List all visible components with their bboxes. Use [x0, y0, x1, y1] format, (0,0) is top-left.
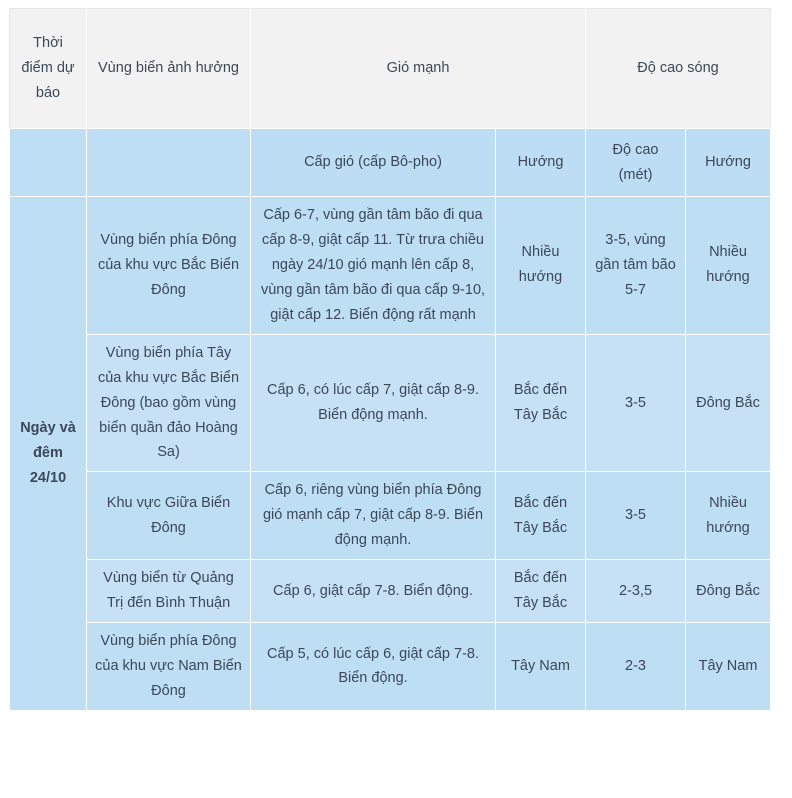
cell-wave-direction: Nhiều hướng — [684, 196, 772, 335]
cell-area: Khu vực Giữa Biển Đông — [86, 471, 251, 561]
header-cell-wave-height-meters: Độ cao (mét) — [585, 128, 686, 197]
header-cell-affected-sea-area: Vùng biển ảnh hưởng — [86, 8, 251, 129]
header-cell-wave-height: Độ cao sóng — [584, 8, 772, 129]
cell-wave-direction: Nhiều hướng — [684, 471, 772, 561]
table-row: Vùng biển phía Tây của khu vực Bắc Biển … — [10, 333, 772, 473]
cell-wind-level: Cấp 6-7, vùng gần tâm bão đi qua cấp 8-9… — [250, 196, 496, 335]
header-cell-spacer-area — [86, 128, 251, 197]
cell-wave-direction: Đông Bắc — [684, 333, 772, 473]
header-cell-forecast-time: Thời điểm dự báo — [9, 8, 87, 129]
cell-area: Vùng biển phía Đông của khu vực Nam Biển… — [86, 622, 251, 711]
cell-wind-level: Cấp 6, giật cấp 7-8. Biển động. — [250, 559, 496, 624]
cell-wave-direction: Tây Nam — [684, 622, 772, 711]
cell-area: Vùng biển phía Đông của khu vực Bắc Biển… — [86, 196, 251, 335]
header-cell-wave-direction: Hướng — [684, 128, 772, 197]
cell-wind-direction: Nhiều hướng — [495, 196, 586, 335]
cell-wave-height: 3-5 — [585, 333, 686, 473]
cell-wave-height: 3-5 — [585, 471, 686, 561]
table-header-row-primary: Thời điểm dự báo Vùng biển ảnh hưởng Gió… — [9, 8, 772, 129]
header-cell-wind-direction: Hướng — [495, 128, 586, 197]
cell-wave-height: 2-3 — [585, 622, 686, 711]
table-header-row-secondary: Cấp gió (cấp Bô-pho) Hướng Độ cao (mét) … — [9, 128, 772, 197]
cell-wind-direction: Bắc đến Tây Bắc — [495, 471, 586, 561]
cell-wind-direction: Tây Nam — [495, 622, 586, 711]
cell-wind-direction: Bắc đến Tây Bắc — [495, 333, 586, 473]
cell-wave-direction: Đông Bắc — [684, 559, 772, 624]
header-cell-strong-wind: Gió mạnh — [250, 8, 586, 129]
cell-wind-level: Cấp 6, có lúc cấp 7, giật cấp 8-9. Biển … — [250, 333, 496, 473]
table-row: Khu vực Giữa Biển Đông Cấp 6, riêng vùng… — [10, 471, 772, 561]
header-cell-wind-scale: Cấp gió (cấp Bô-pho) — [250, 128, 496, 197]
marine-weather-forecast-table: Thời điểm dự báo Vùng biển ảnh hưởng Gió… — [9, 8, 772, 711]
header-cell-spacer-left — [9, 128, 87, 197]
table-row: Vùng biển phía Đông của khu vực Nam Biển… — [10, 622, 772, 711]
cell-area: Vùng biển phía Tây của khu vực Bắc Biển … — [86, 333, 251, 473]
cell-wind-direction: Bắc đến Tây Bắc — [495, 559, 586, 624]
cell-area: Vùng biển từ Quảng Trị đến Bình Thuận — [86, 559, 251, 624]
cell-wave-height: 2-3,5 — [585, 559, 686, 624]
cell-wind-level: Cấp 6, riêng vùng biển phía Đông gió mạn… — [250, 471, 496, 561]
cell-wave-height: 3-5, vùng gần tâm bão 5-7 — [585, 196, 686, 335]
cell-wind-level: Cấp 5, có lúc cấp 6, giật cấp 7-8. Biển … — [250, 622, 496, 711]
table-row: Vùng biển từ Quảng Trị đến Bình Thuận Cấ… — [10, 559, 772, 624]
table-row: Ngày và đêm 24/10 Vùng biển phía Đông củ… — [9, 196, 772, 711]
cell-forecast-period: Ngày và đêm 24/10 — [9, 196, 87, 711]
